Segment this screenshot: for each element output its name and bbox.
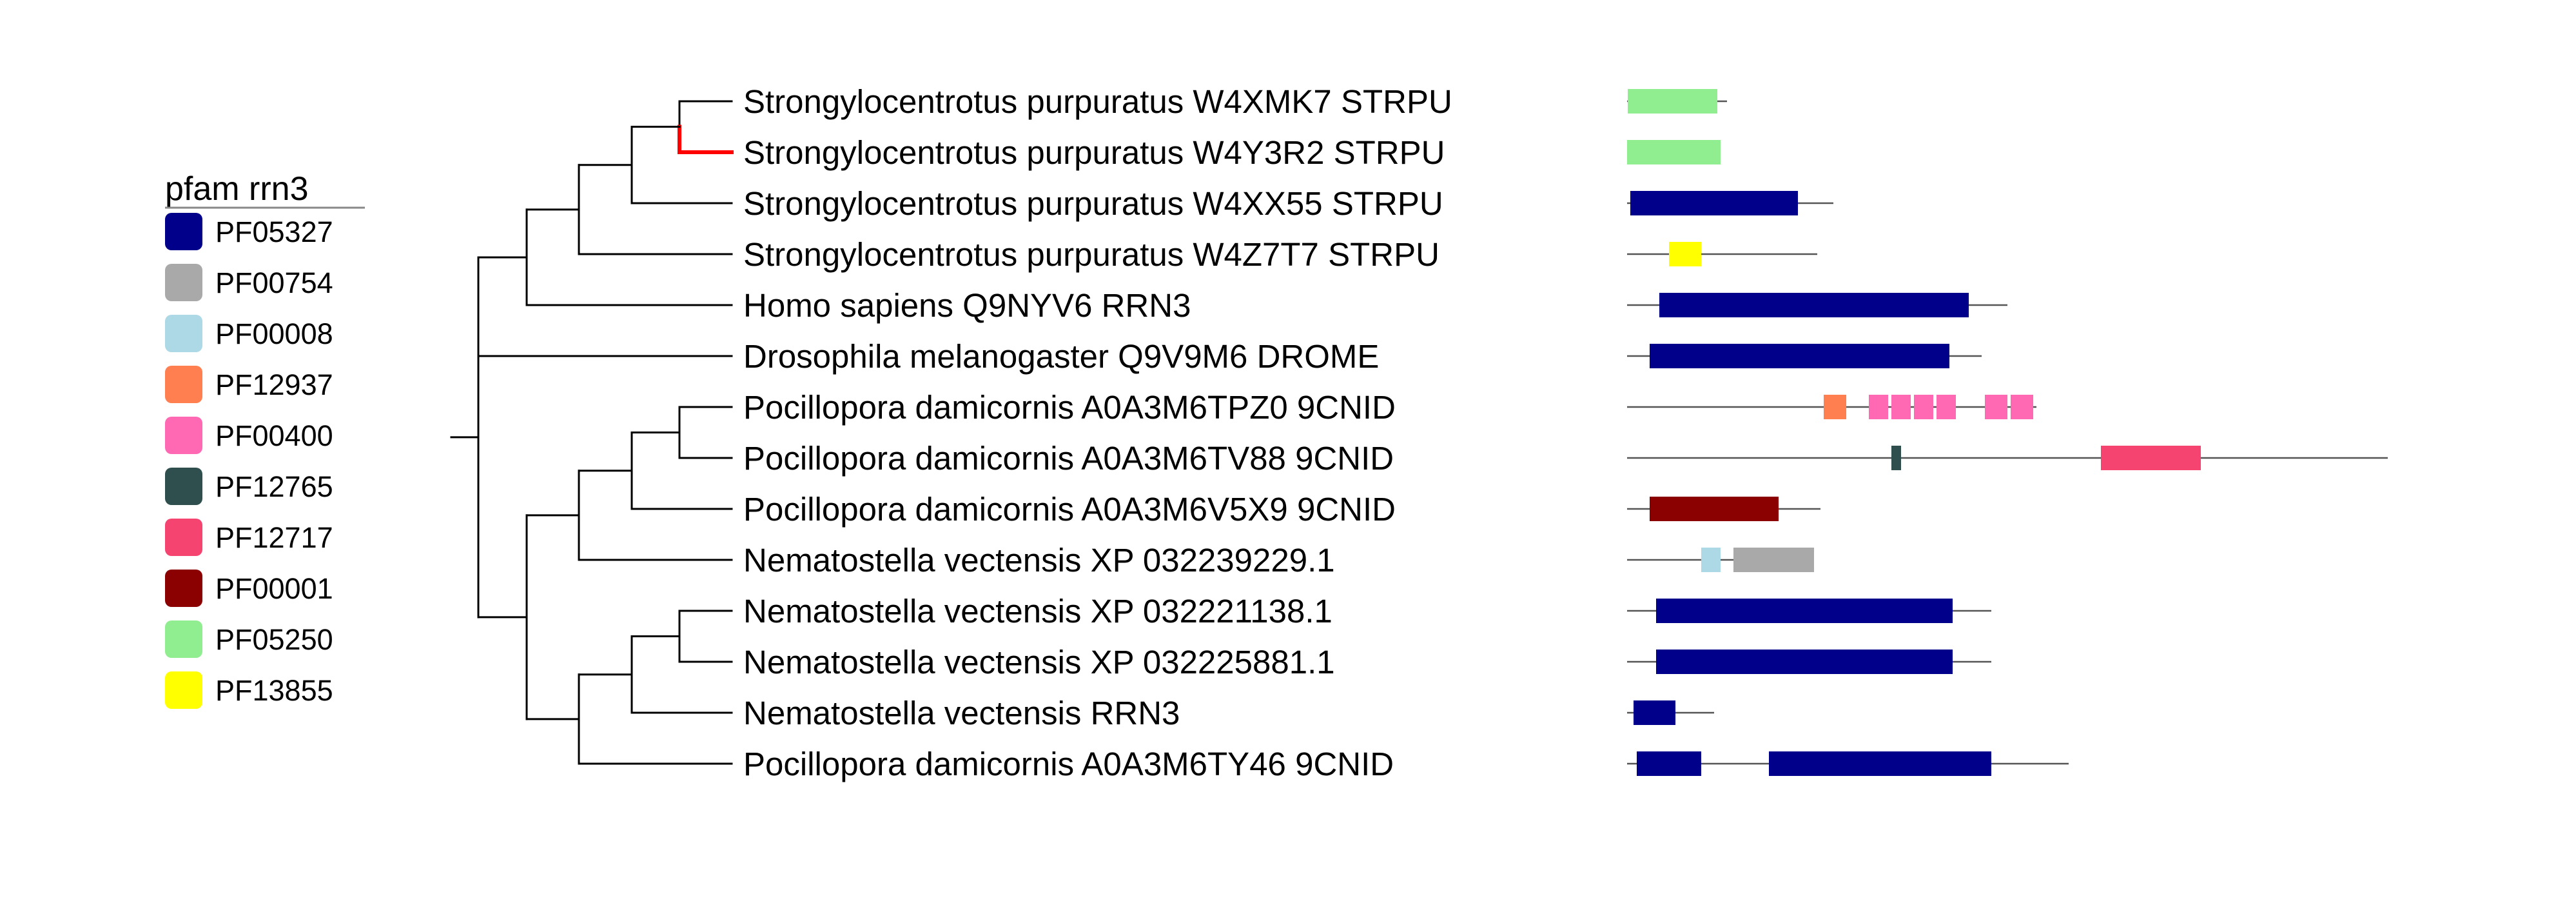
legend-swatch-pf00400 (165, 417, 202, 454)
leaf-labels: Strongylocentrotus purpuratus W4XMK7 STR… (743, 83, 1452, 782)
domain-pf12765-7-0 (1891, 446, 1901, 470)
domain-pf00001-8-0 (1650, 497, 1779, 521)
domain-track-1 (1627, 140, 1721, 164)
domain-track-4 (1627, 293, 2007, 317)
leaf-label-4: Homo sapiens Q9NYV6 RRN3 (743, 287, 1191, 324)
legend-label-pf12937: PF12937 (215, 368, 333, 401)
domain-pf00754-9-1 (1733, 548, 1814, 572)
leaf-label-6: Pocillopora damicornis A0A3M6TPZ0 9CNID (743, 389, 1396, 426)
domain-pf00008-9-0 (1701, 548, 1721, 572)
domain-pf12717-7-1 (2101, 446, 2201, 470)
domain-pf12937-6-0 (1824, 395, 1846, 419)
legend-label-pf05327: PF05327 (215, 215, 333, 248)
domain-pf05327-13-0 (1637, 751, 1701, 776)
domain-track-9 (1627, 548, 1814, 572)
domain-track-0 (1627, 89, 1727, 114)
legend-swatch-pf12765 (165, 468, 202, 505)
domain-architectures (1627, 89, 2388, 776)
leaf-label-5: Drosophila melanogaster Q9V9M6 DROME (743, 338, 1379, 375)
legend-swatch-pf00754 (165, 264, 202, 301)
domain-track-6 (1627, 395, 2036, 419)
domain-pf00400-6-5 (1985, 395, 2007, 419)
domain-track-5 (1627, 344, 1982, 368)
domain-pf05327-2-0 (1630, 191, 1798, 215)
domain-pf05327-5-0 (1650, 344, 1949, 368)
legend-label-pf00008: PF00008 (215, 317, 333, 350)
legend-title: pfam rrn3 (165, 170, 309, 208)
domain-pf00400-6-3 (1914, 395, 1933, 419)
leaf-label-12: Nematostella vectensis RRN3 (743, 695, 1180, 731)
domain-pf05327-4-0 (1659, 293, 1969, 317)
leaf-label-8: Pocillopora damicornis A0A3M6V5X9 9CNID (743, 491, 1396, 528)
legend-label-pf13855: PF13855 (215, 674, 333, 707)
legend-label-pf12717: PF12717 (215, 521, 333, 554)
legend-label-pf05250: PF05250 (215, 623, 333, 656)
domain-track-2 (1627, 191, 1833, 215)
domain-track-8 (1627, 497, 1820, 521)
domain-pf05250-0-0 (1628, 89, 1717, 114)
domain-track-7 (1627, 446, 2388, 470)
leaf-label-11: Nematostella vectensis XP 032225881.1 (743, 644, 1335, 680)
legend-swatch-pf05327 (165, 213, 202, 250)
leaf-label-7: Pocillopora damicornis A0A3M6TV88 9CNID (743, 440, 1394, 477)
leaf-label-13: Pocillopora damicornis A0A3M6TY46 9CNID (743, 746, 1394, 782)
legend-swatch-pf05250 (165, 620, 202, 658)
domain-pf05250-1-0 (1627, 140, 1721, 164)
leaf-label-0: Strongylocentrotus purpuratus W4XMK7 STR… (743, 83, 1452, 120)
domain-pf00400-6-1 (1869, 395, 1888, 419)
domain-pf05327-12-0 (1634, 700, 1675, 725)
legend-swatch-pf12937 (165, 366, 202, 403)
domain-track-10 (1627, 599, 1991, 623)
leaf-label-10: Nematostella vectensis XP 032221138.1 (743, 593, 1332, 630)
leaf-label-2: Strongylocentrotus purpuratus W4XX55 STR… (743, 185, 1443, 222)
legend-swatch-pf00001 (165, 570, 202, 607)
legend-swatch-pf00008 (165, 315, 202, 352)
legend: pfam rrn3 PF05327PF00754PF00008PF12937PF… (165, 170, 365, 709)
legend-swatch-pf13855 (165, 671, 202, 709)
legend-label-pf00754: PF00754 (215, 266, 333, 299)
leaf-label-9: Nematostella vectensis XP 032239229.1 (743, 542, 1335, 579)
domain-track-13 (1627, 751, 2069, 776)
domain-pf05327-11-0 (1656, 650, 1953, 674)
leaf-label-1: Strongylocentrotus purpuratus W4Y3R2 STR… (743, 134, 1445, 171)
legend-swatch-pf12717 (165, 519, 202, 556)
domain-track-3 (1627, 242, 1817, 266)
legend-label-pf00400: PF00400 (215, 419, 333, 452)
domain-pf05327-13-1 (1769, 751, 1991, 776)
tree-branches (450, 100, 734, 765)
legend-label-pf00001: PF00001 (215, 572, 333, 605)
leaf-label-3: Strongylocentrotus purpuratus W4Z7T7 STR… (743, 236, 1439, 273)
domain-pf00400-6-2 (1891, 395, 1911, 419)
domain-track-11 (1627, 650, 1991, 674)
domain-track-12 (1627, 700, 1714, 725)
legend-label-pf12765: PF12765 (215, 470, 333, 503)
domain-pf13855-3-0 (1669, 242, 1701, 266)
domain-pf05327-10-0 (1656, 599, 1953, 623)
domain-pf00400-6-4 (1937, 395, 1956, 419)
legend-items: PF05327 PF00754 PF00008 PF12937 PF00400 PF127… (165, 213, 333, 709)
domain-pf00400-6-6 (2011, 395, 2033, 419)
